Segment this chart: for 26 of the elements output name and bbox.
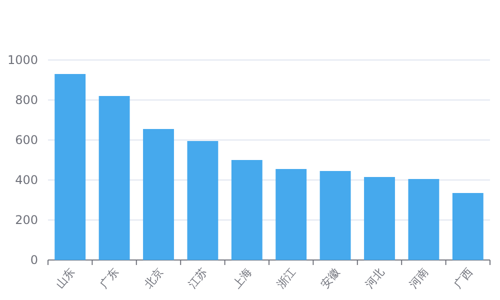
bar: [143, 129, 174, 260]
bar: [54, 74, 86, 260]
x-tick-label: 浙江: [274, 266, 298, 291]
bar: [98, 96, 130, 260]
x-tick-label: 广西: [451, 266, 476, 291]
y-tick-label: 200: [15, 213, 38, 227]
bar: [452, 193, 484, 260]
bar: [364, 177, 395, 260]
bar: [276, 169, 307, 260]
y-tick-label: 400: [15, 173, 38, 187]
x-tick-label: 广东: [98, 266, 122, 291]
bar: [231, 160, 262, 260]
x-tick-label: 上海: [230, 266, 254, 291]
y-tick-label: 600: [15, 133, 38, 147]
y-tick-label: 800: [15, 93, 38, 107]
bar: [408, 179, 440, 260]
x-tick-label: 安徽: [318, 266, 343, 291]
bar: [320, 171, 351, 260]
x-tick-label: 河北: [362, 266, 387, 291]
x-tick-label: 河南: [406, 266, 431, 291]
x-tick-label: 江苏: [186, 266, 210, 291]
bar: [187, 141, 218, 260]
x-tick-label: 北京: [142, 266, 166, 291]
y-tick-label: 0: [30, 253, 38, 267]
y-tick-label: 1000: [7, 53, 38, 67]
x-tick-label: 山东: [53, 266, 78, 291]
